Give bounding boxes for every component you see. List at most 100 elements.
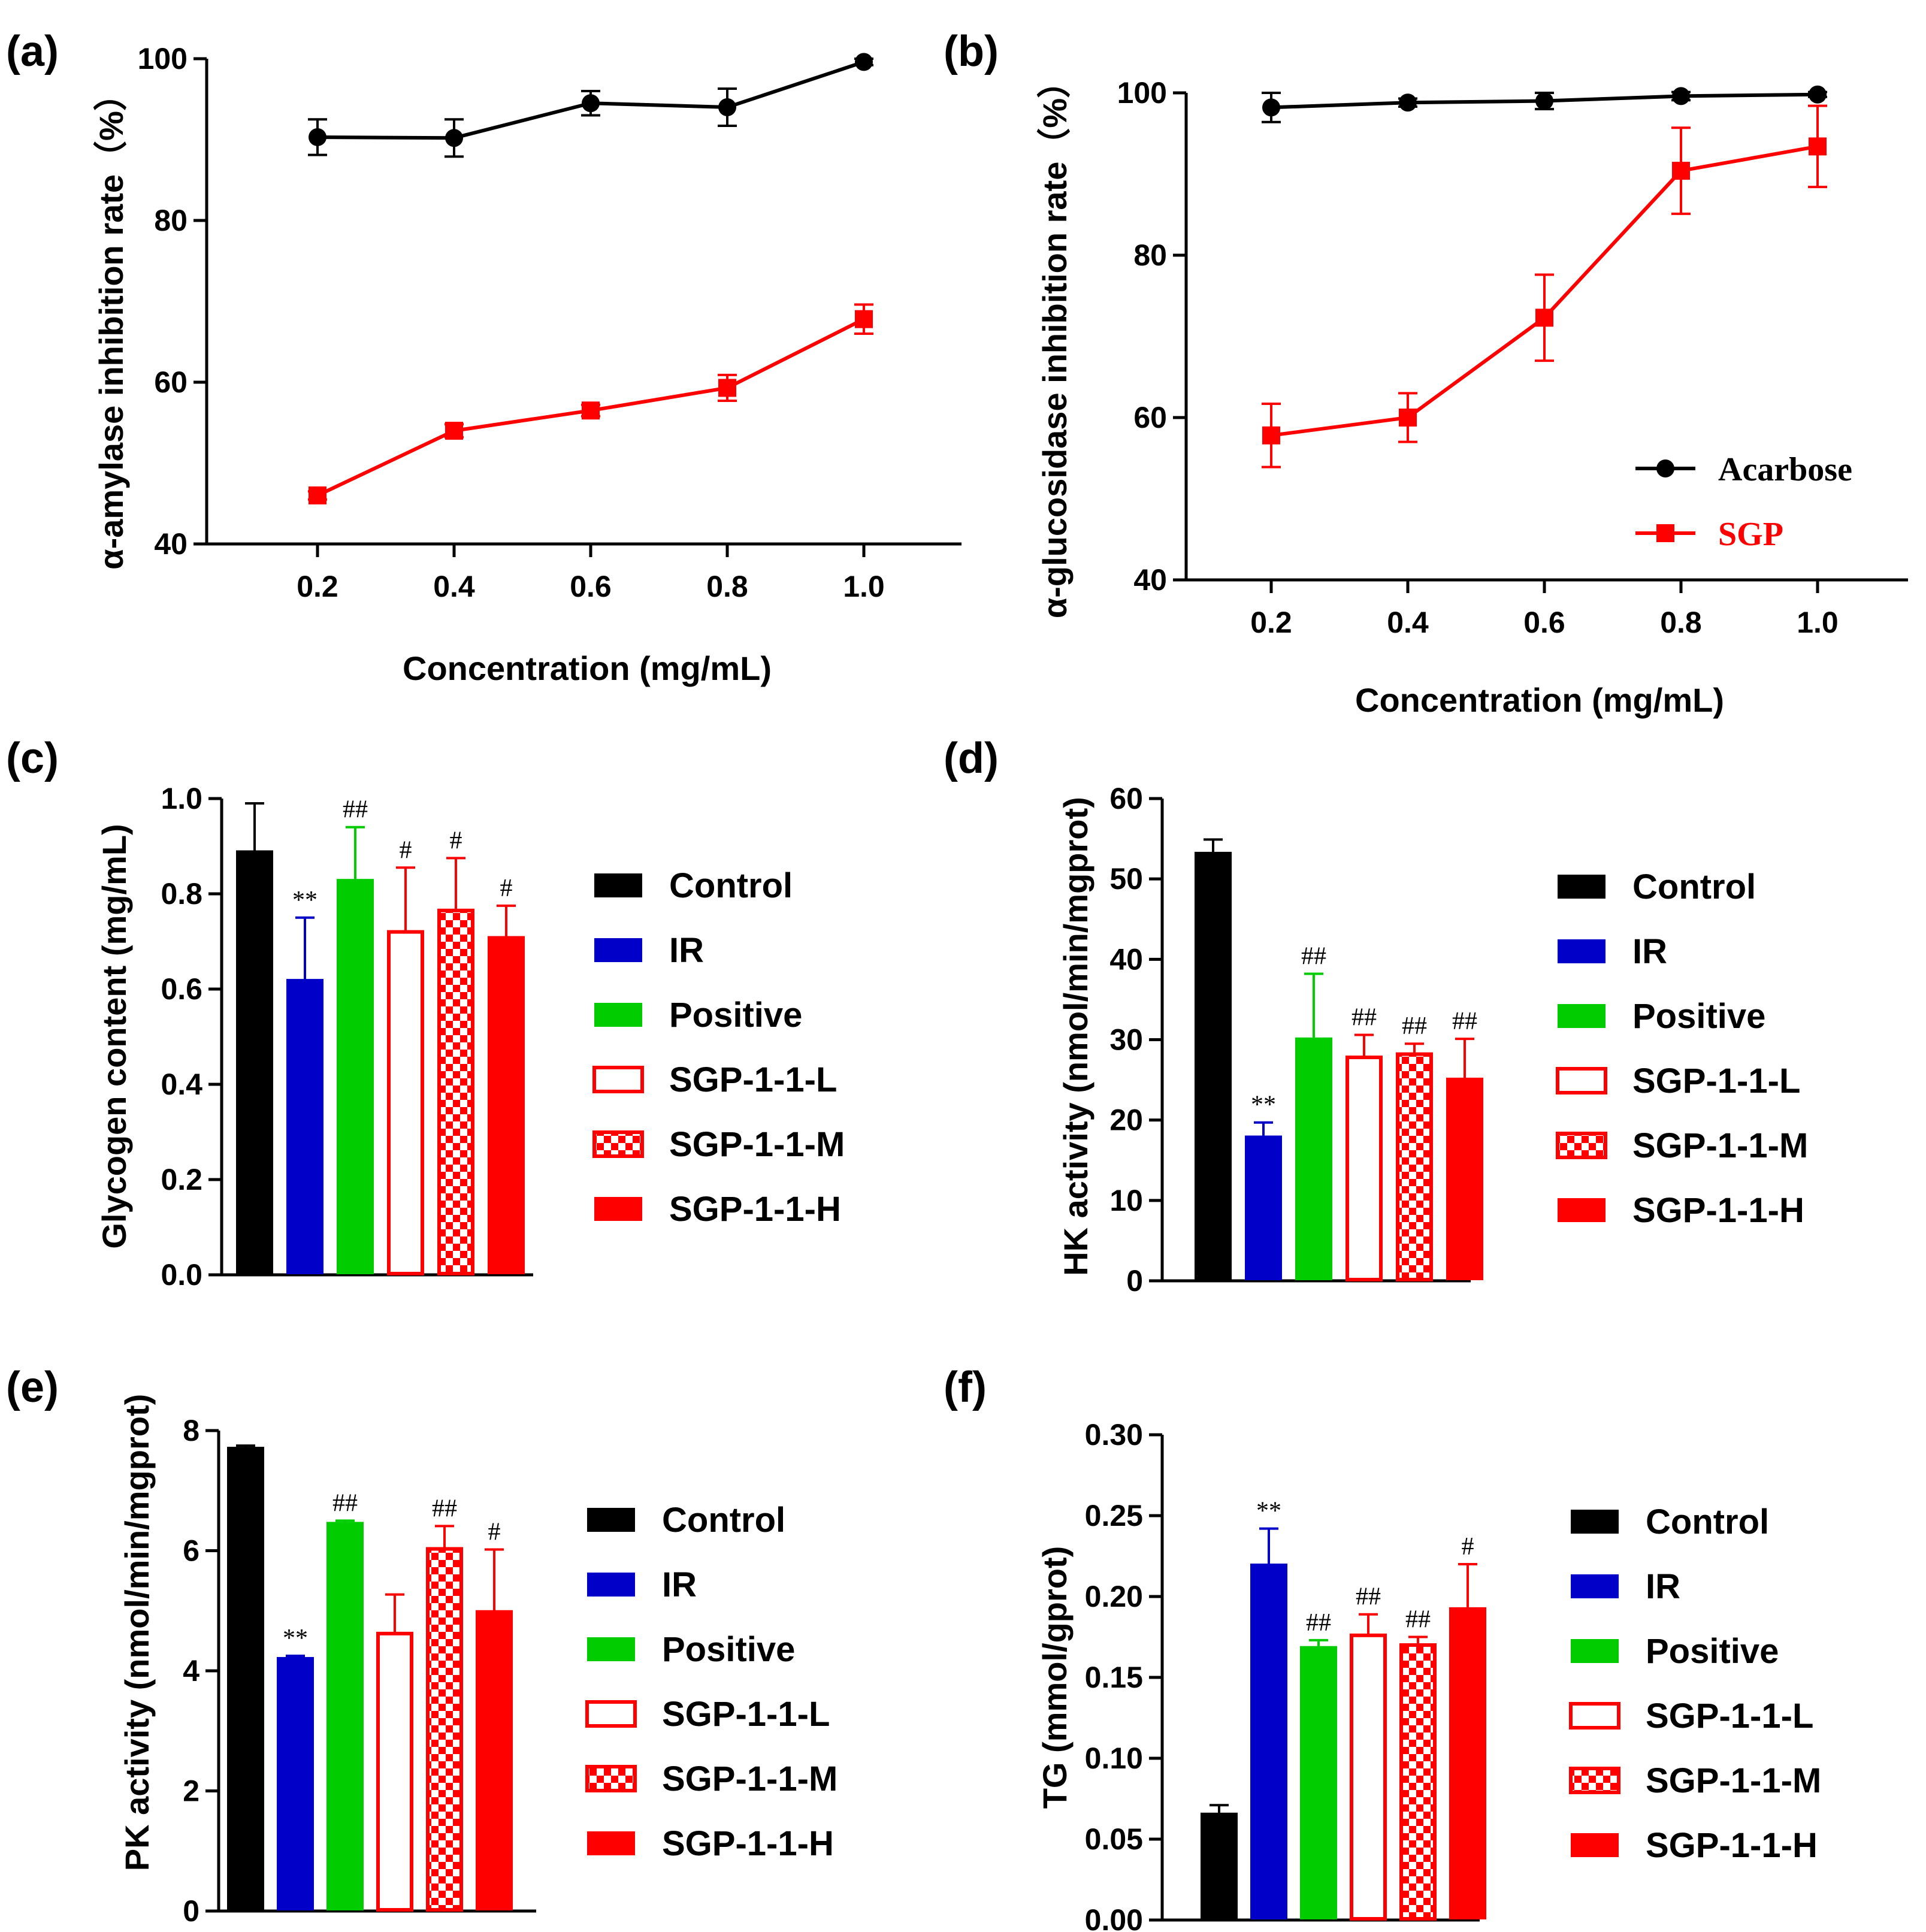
legend-label-sgp-1-1-m: SGP-1-1-M bbox=[669, 1125, 845, 1164]
legend-label-sgp-1-1-l: SGP-1-1-L bbox=[669, 1060, 837, 1099]
y-tick-label: 0.8 bbox=[161, 877, 202, 911]
legend-swatch-control bbox=[594, 873, 642, 897]
bar-sgp-1-1-h bbox=[1449, 1607, 1486, 1919]
panel-b-ylabel: α-glucosidase inhibition rate（%） bbox=[1036, 65, 1074, 618]
y-tick-label: 0 bbox=[1126, 1264, 1143, 1298]
significance-marker: ## bbox=[1351, 1003, 1377, 1031]
acarbose-point bbox=[1672, 87, 1690, 105]
legend-swatch-ir bbox=[1571, 1574, 1619, 1598]
sgp-point bbox=[582, 401, 600, 420]
panel-label-f: (f) bbox=[944, 1363, 987, 1411]
legend-label-positive: Positive bbox=[662, 1630, 795, 1669]
bar-sgp-1-1-m bbox=[1399, 1643, 1437, 1921]
significance-marker: ## bbox=[343, 796, 368, 824]
significance-marker: # bbox=[488, 1518, 501, 1546]
bar-sgp-1-1-m bbox=[437, 908, 474, 1275]
bar-sgp-1-1-h bbox=[1446, 1077, 1483, 1281]
panel-a-ylabel: α-amylase inhibition rate（%） bbox=[92, 77, 130, 570]
panel-f: (f) TG (mmol/gprot) 0.00 0.05 0.10 0.15 0.20… bbox=[944, 1363, 1821, 1932]
y-tick-label: 0.15 bbox=[1085, 1661, 1143, 1694]
panel-f-legend: Control IR Positive SGP-1-1-L SGP-1-1-M SGP-1… bbox=[1569, 1502, 1821, 1865]
legend-swatch-positive bbox=[594, 1003, 642, 1027]
bar-sgp-1-1-l bbox=[1346, 1056, 1383, 1282]
x-tick-label: 0.2 bbox=[1250, 606, 1292, 639]
legend-swatch-sgp-1-1-h bbox=[1571, 1833, 1619, 1857]
acarbose-point bbox=[582, 94, 600, 113]
bar-ir bbox=[1245, 1135, 1282, 1280]
bar-sgp-1-1-h bbox=[488, 936, 525, 1275]
legend-label-sgp-1-1-m: SGP-1-1-M bbox=[1632, 1126, 1808, 1165]
sgp-point bbox=[1809, 137, 1827, 156]
acarbose-point bbox=[1535, 92, 1553, 110]
legend-label-control: Control bbox=[662, 1501, 785, 1540]
y-tick-label: 50 bbox=[1109, 862, 1143, 896]
legend-swatch-sgp-1-1-l bbox=[1569, 1702, 1620, 1730]
bar-control bbox=[1201, 1812, 1238, 1920]
legend-swatch-positive bbox=[1571, 1639, 1619, 1663]
panel-a-xlabel: Concentration (mg/mL) bbox=[403, 649, 772, 687]
bar-positive bbox=[326, 1522, 364, 1911]
y-tick-label: 30 bbox=[1109, 1023, 1143, 1057]
y-tick-label: 40 bbox=[1133, 563, 1167, 597]
legend-swatch-ir bbox=[587, 1573, 635, 1597]
legend-label-ir: IR bbox=[662, 1565, 697, 1604]
legend-label-control: Control bbox=[1646, 1502, 1769, 1541]
panel-b-plot: 40 60 80 100 0.2 0.4 0.6 0.8 1.0 bbox=[1117, 76, 1908, 639]
legend-label-sgp-1-1-h: SGP-1-1-H bbox=[1632, 1191, 1804, 1230]
x-tick-label: 0.6 bbox=[570, 570, 612, 603]
legend-swatch-sgp-1-1-m bbox=[1556, 1132, 1607, 1159]
legend-label-control: Control bbox=[1632, 867, 1756, 906]
bar-sgp-1-1-m bbox=[426, 1547, 463, 1912]
significance-marker: ## bbox=[1306, 1609, 1331, 1637]
significance-marker: # bbox=[400, 836, 412, 864]
y-tick-label: 10 bbox=[1109, 1184, 1143, 1217]
x-tick-label: 0.8 bbox=[706, 570, 748, 603]
panel-label-b: (b) bbox=[944, 28, 999, 75]
legend-swatch-control bbox=[587, 1508, 635, 1532]
panel-d: (d) HK activity (nmol/min/mgprot) 0 10 20 3… bbox=[944, 734, 1808, 1298]
y-tick-label: 0.00 bbox=[1085, 1903, 1143, 1932]
x-tick-label: 1.0 bbox=[1797, 606, 1839, 639]
significance-marker: ** bbox=[1251, 1092, 1276, 1119]
bar-positive bbox=[1295, 1037, 1332, 1280]
significance-marker: ## bbox=[1301, 942, 1326, 970]
sgp-point bbox=[718, 379, 736, 397]
y-tick-label: 60 bbox=[1133, 401, 1167, 434]
acarbose-point bbox=[1399, 93, 1417, 112]
y-tick-label: 80 bbox=[1133, 238, 1167, 272]
sgp-point bbox=[1672, 162, 1690, 180]
x-tick-label: 1.0 bbox=[843, 570, 885, 603]
sgp-point bbox=[1262, 426, 1280, 445]
y-tick-label: 0.4 bbox=[161, 1068, 202, 1101]
acarbose-point bbox=[445, 129, 463, 147]
y-tick-label: 2 bbox=[183, 1774, 199, 1808]
panel-d-plot: 0 10 20 30 40 50 60 ** ## ## ## ## bbox=[1109, 782, 1483, 1298]
sgp-point bbox=[855, 310, 873, 328]
legend-swatch-ir bbox=[594, 938, 642, 962]
y-tick-label: 60 bbox=[1109, 782, 1143, 815]
x-tick-label: 0.6 bbox=[1523, 606, 1565, 639]
bar-sgp-1-1-l bbox=[1350, 1633, 1387, 1921]
legend-swatch-positive bbox=[1558, 1004, 1605, 1028]
y-tick-label: 0.6 bbox=[161, 972, 202, 1006]
legend-label-sgp-1-1-h: SGP-1-1-H bbox=[1646, 1826, 1818, 1865]
y-tick-label: 0.0 bbox=[161, 1258, 202, 1292]
legend-label-sgp-1-1-h: SGP-1-1-H bbox=[669, 1190, 841, 1229]
legend-swatch-sgp-1-1-h bbox=[1558, 1198, 1605, 1222]
legend-label-sgp-1-1-m: SGP-1-1-M bbox=[1646, 1761, 1821, 1800]
significance-marker: ** bbox=[292, 887, 318, 914]
panel-e-ylabel: PK activity (nmol/min/mgprot) bbox=[118, 1394, 156, 1871]
x-tick-label: 0.8 bbox=[1660, 606, 1702, 639]
significance-marker: # bbox=[500, 875, 513, 902]
y-tick-label: 6 bbox=[183, 1534, 199, 1568]
panel-f-plot: 0.000.050.100.150.200.250.30**####### bbox=[1085, 1418, 1486, 1932]
legend-label-control: Control bbox=[669, 866, 793, 905]
legend-label-sgp-1-1-m: SGP-1-1-M bbox=[662, 1759, 837, 1798]
panel-f-ylabel: TG (mmol/gprot) bbox=[1036, 1546, 1074, 1809]
significance-marker: # bbox=[450, 827, 462, 854]
legend-label-positive: Positive bbox=[669, 996, 802, 1035]
x-tick-label: 0.4 bbox=[433, 570, 475, 603]
panel-label-e: (e) bbox=[6, 1363, 59, 1411]
panel-a: (a) α-amylase inhibition rate（%） Concent… bbox=[6, 28, 962, 687]
x-tick-label: 0.4 bbox=[1387, 606, 1429, 639]
